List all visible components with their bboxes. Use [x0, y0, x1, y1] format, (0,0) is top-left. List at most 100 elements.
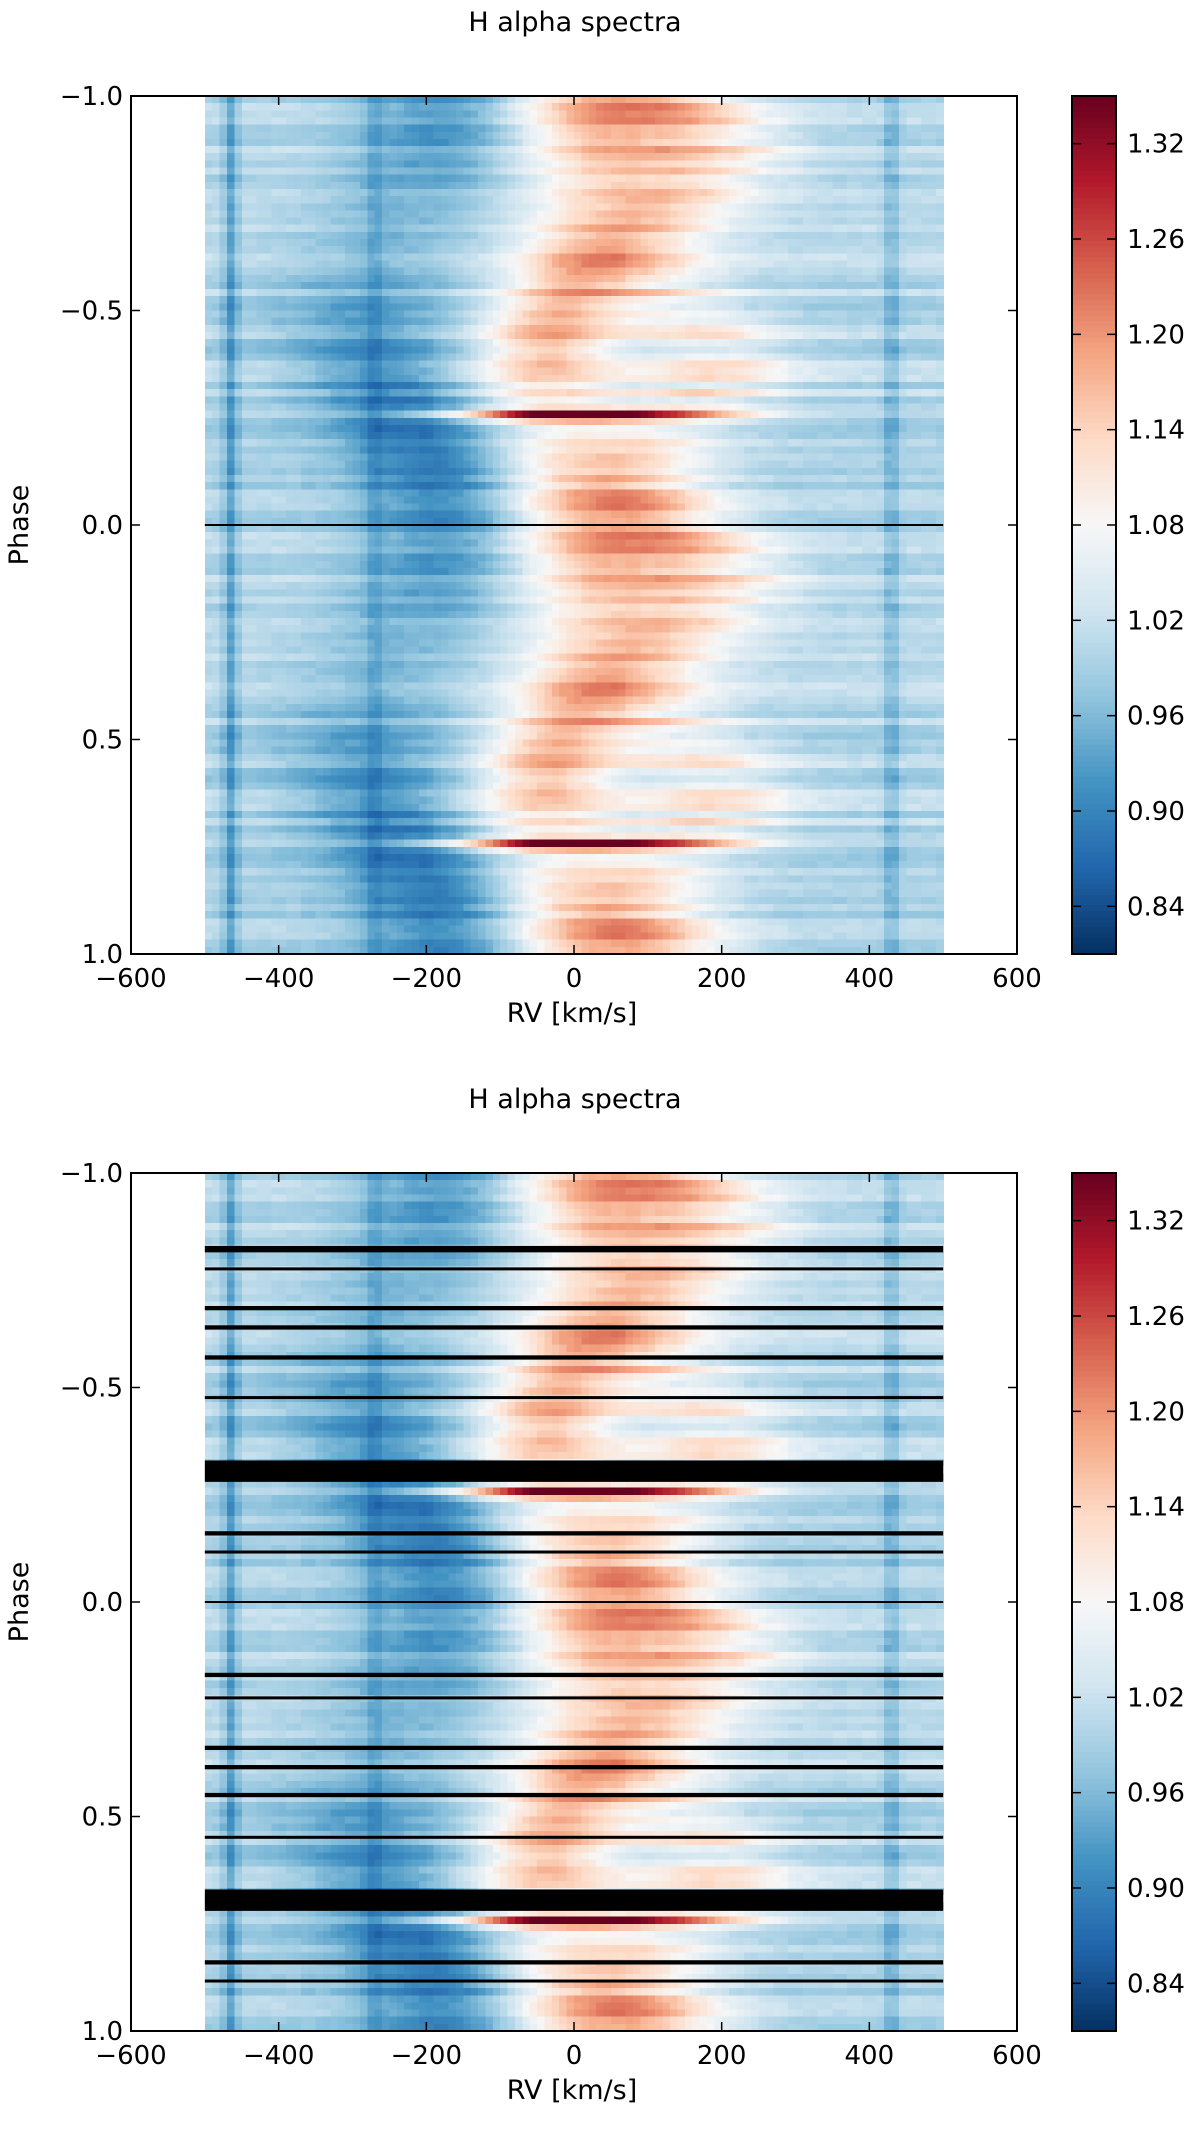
heatmap-cell [256, 274, 265, 283]
heatmap-cell [847, 181, 856, 190]
heatmap-cell [441, 389, 450, 397]
heatmap-cell [559, 324, 568, 333]
heatmap-cell [219, 181, 228, 190]
heatmap-cell [463, 339, 472, 347]
heatmap-cell [625, 196, 634, 204]
heatmap-cell [773, 432, 782, 440]
heatmap-cell [655, 353, 664, 362]
heatmap-cell [322, 382, 331, 390]
heatmap-cell [514, 246, 523, 254]
heatmap-cell [566, 324, 575, 333]
heatmap-cell [847, 253, 856, 262]
heatmap-cell [625, 317, 634, 326]
heatmap-cell [773, 389, 782, 397]
heatmap-cell [574, 446, 582, 455]
heatmap-cell [633, 389, 642, 397]
heatmap-cell [204, 138, 213, 147]
heatmap-cell [699, 188, 708, 197]
heatmap-cell [640, 360, 649, 369]
heatmap-cell [204, 281, 213, 290]
heatmap-cell [596, 239, 605, 247]
heatmap-cell [913, 210, 922, 219]
heatmap-cell [743, 324, 752, 333]
heatmap-cell [581, 160, 590, 169]
heatmap-cell [861, 131, 870, 140]
heatmap-cell [212, 310, 221, 319]
heatmap-cell [337, 360, 346, 369]
heatmap-cell [382, 146, 391, 154]
heatmap-cell [677, 96, 686, 104]
heatmap-cell [706, 260, 715, 269]
heatmap-cell [647, 131, 656, 140]
heatmap-cell [507, 203, 516, 211]
heatmap-cell [884, 146, 893, 154]
heatmap-cell [765, 124, 774, 133]
heatmap-cell [751, 424, 760, 433]
heatmap-cell [765, 310, 774, 319]
heatmap-cell [574, 353, 582, 362]
heatmap-cell [345, 253, 354, 262]
heatmap-cell [322, 310, 331, 319]
heatmap-cell [825, 146, 834, 154]
heatmap-cell [758, 382, 767, 390]
heatmap-cell [441, 367, 450, 376]
heatmap-cell [633, 432, 642, 440]
heatmap-cell [433, 346, 442, 354]
heatmap-cell [596, 260, 605, 269]
heatmap-cell [537, 446, 546, 455]
heatmap-cell [263, 267, 272, 276]
heatmap-cell [226, 331, 235, 340]
heatmap-cell [463, 117, 472, 126]
heatmap-cell [847, 410, 856, 419]
heatmap-cell [566, 160, 575, 169]
heatmap-cell [802, 424, 811, 433]
heatmap-cell [677, 331, 686, 340]
heatmap-cell [367, 424, 376, 433]
heatmap-cell [935, 331, 944, 340]
heatmap-cell [404, 346, 413, 354]
heatmap-cell [308, 146, 317, 154]
heatmap-cell [898, 417, 907, 426]
heatmap-cell [647, 246, 656, 254]
heatmap-cell [802, 396, 811, 405]
heatmap-cell [935, 196, 944, 204]
heatmap-cell [411, 124, 420, 133]
heatmap-cell [854, 267, 863, 276]
heatmap-cell [802, 324, 811, 333]
heatmap-cell [891, 410, 900, 419]
heatmap-cell [928, 153, 937, 161]
heatmap-cell [367, 117, 376, 126]
heatmap-cell [448, 138, 457, 147]
heatmap-cell [913, 124, 922, 133]
heatmap-cell [544, 360, 553, 369]
heatmap-cell [810, 96, 819, 104]
heatmap-cell [470, 382, 479, 390]
heatmap-cell [330, 439, 339, 447]
heatmap-cell [699, 138, 708, 147]
heatmap-cell [226, 260, 235, 269]
heatmap-cell [773, 110, 782, 119]
heatmap-cell [441, 146, 450, 154]
heatmap-cell [662, 253, 671, 262]
heatmap-cell [256, 360, 265, 369]
heatmap-cell [566, 174, 575, 183]
heatmap-cell [891, 317, 900, 326]
heatmap-cell [825, 424, 834, 433]
heatmap-cell [396, 360, 405, 369]
heatmap-cell [234, 124, 243, 133]
heatmap-cell [345, 181, 354, 190]
heatmap-cell [308, 389, 317, 397]
heatmap-cell [212, 424, 221, 433]
heatmap-cell [507, 410, 516, 419]
heatmap-cell [743, 281, 752, 290]
heatmap-cell [758, 203, 767, 211]
heatmap-cell [765, 210, 774, 219]
heatmap-cell [441, 124, 450, 133]
heatmap-cell [758, 167, 767, 176]
heatmap-cell [574, 289, 582, 297]
heatmap-cell [433, 353, 442, 362]
heatmap-cell [647, 253, 656, 262]
heatmap-cell [610, 424, 619, 433]
heatmap-cell [522, 382, 531, 390]
heatmap-cell [765, 389, 774, 397]
